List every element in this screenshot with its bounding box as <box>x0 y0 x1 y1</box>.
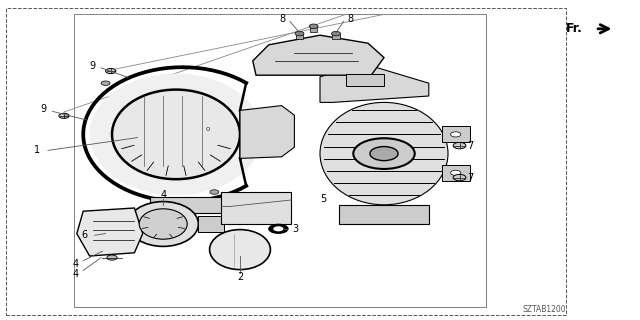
Bar <box>150 197 240 213</box>
Text: 6: 6 <box>81 230 88 240</box>
Circle shape <box>268 224 289 234</box>
Bar <box>339 205 429 224</box>
Bar <box>346 74 384 86</box>
Polygon shape <box>77 208 143 256</box>
Bar <box>442 126 470 142</box>
Text: 2: 2 <box>237 272 243 282</box>
Bar <box>6 8 566 315</box>
Circle shape <box>353 138 415 169</box>
Text: 1: 1 <box>34 145 40 156</box>
Polygon shape <box>240 106 294 158</box>
Text: 7: 7 <box>467 140 474 151</box>
Circle shape <box>210 190 219 194</box>
Circle shape <box>59 113 69 118</box>
Circle shape <box>451 170 461 175</box>
Bar <box>296 34 303 39</box>
Circle shape <box>101 81 110 85</box>
Bar <box>310 26 317 32</box>
Polygon shape <box>253 35 384 75</box>
Ellipse shape <box>210 230 270 269</box>
Circle shape <box>453 174 466 181</box>
Circle shape <box>107 255 117 260</box>
Ellipse shape <box>112 90 240 179</box>
Bar <box>332 34 340 39</box>
Text: 3: 3 <box>292 224 299 234</box>
Circle shape <box>332 31 340 36</box>
Text: 4: 4 <box>72 259 79 269</box>
Circle shape <box>370 147 398 161</box>
Text: o: o <box>206 126 210 132</box>
Circle shape <box>453 142 466 149</box>
Polygon shape <box>320 64 429 102</box>
Text: 7: 7 <box>467 172 474 183</box>
Bar <box>442 165 470 181</box>
Bar <box>221 192 291 224</box>
Ellipse shape <box>128 202 198 246</box>
Text: 8: 8 <box>348 14 354 24</box>
Circle shape <box>309 24 318 28</box>
Text: 9: 9 <box>90 60 96 71</box>
Circle shape <box>295 31 304 36</box>
Circle shape <box>451 132 461 137</box>
Text: Fr.: Fr. <box>566 22 582 35</box>
Text: 4: 4 <box>72 268 79 279</box>
Text: 9: 9 <box>40 104 47 115</box>
Circle shape <box>106 68 116 74</box>
Text: 4: 4 <box>160 190 166 200</box>
Ellipse shape <box>90 74 262 195</box>
Text: SZTAB1200: SZTAB1200 <box>523 305 566 314</box>
Ellipse shape <box>140 209 187 239</box>
Bar <box>198 216 224 232</box>
Text: 8: 8 <box>280 14 286 24</box>
Circle shape <box>273 226 284 231</box>
Text: 5: 5 <box>320 194 326 204</box>
Ellipse shape <box>320 102 448 205</box>
